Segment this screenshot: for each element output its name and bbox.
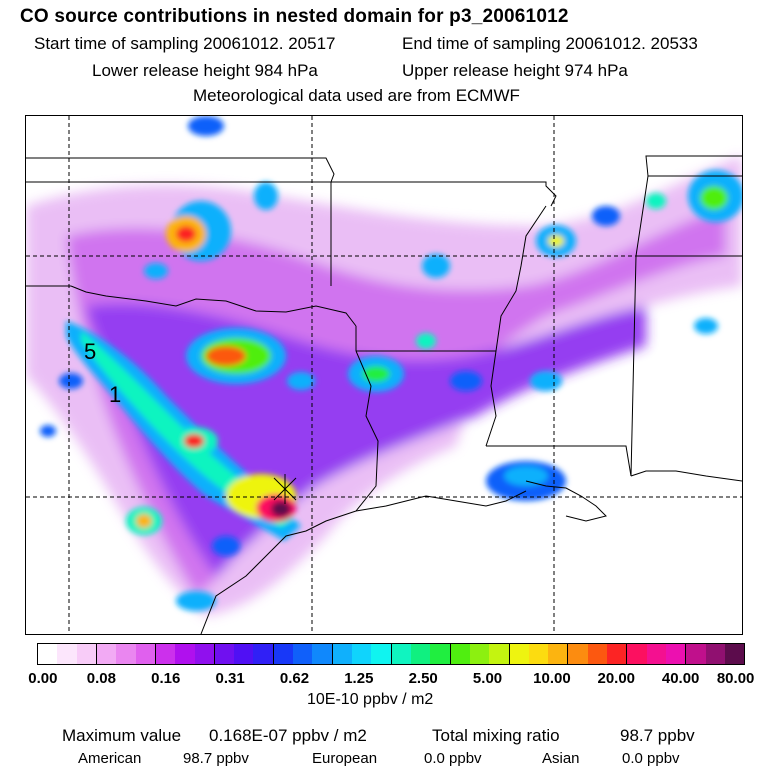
colorbar-tick-label: 0.00 [28, 670, 58, 687]
colorbar-segment [116, 644, 136, 664]
colorbar-segment [646, 644, 666, 664]
colorbar-segment [449, 644, 470, 664]
colorbar-segment [705, 644, 725, 664]
colorbar-segment [685, 644, 706, 664]
contribution-value-european: 0.0 ppbv [424, 750, 482, 767]
colorbar-segment [352, 644, 372, 664]
colorbar-segment [194, 644, 214, 664]
colorbar-segment [371, 644, 391, 664]
colorbar-segment [154, 644, 176, 664]
colorbar-tick-label: 10.00 [533, 670, 571, 687]
total-mixing-ratio-value: 98.7 ppbv [620, 726, 695, 745]
colorbar-tick-label: 0.16 [151, 670, 181, 687]
colorbar-segment [666, 644, 686, 664]
colorbar-segment [567, 644, 588, 664]
colorbar-tick-label: 80.00 [716, 670, 755, 687]
colorbar-segment [234, 644, 254, 664]
colorbar-segment [587, 644, 608, 664]
colorbar-segment [213, 644, 235, 664]
colorbar-segment [489, 644, 509, 664]
plot-title: CO source contributions in nested domain… [20, 6, 569, 27]
colorbar-segment [76, 644, 96, 664]
colorbar-segment [410, 644, 431, 664]
colorbar-segment [38, 644, 58, 664]
colorbar-units: 10E-10 ppbv / m2 [307, 691, 434, 708]
trajectory-label-1: 1 [109, 382, 121, 407]
trajectory-label-5: 5 [84, 339, 96, 364]
colorbar-segment [272, 644, 294, 664]
lower-release-label: Lower release height 984 hPa [92, 61, 318, 80]
boundaries [26, 155, 742, 634]
map-canvas: 5 1 [26, 116, 742, 634]
colorbar-tick-label: 2.50 [408, 670, 438, 687]
colorbar-segment [135, 644, 155, 664]
colorbar-segment [253, 644, 273, 664]
colorbar-segment [331, 644, 352, 664]
colorbar-segment [312, 644, 332, 664]
colorbar-tick-label: 40.00 [661, 670, 700, 687]
upper-release-label: Upper release height 974 hPa [402, 61, 628, 80]
contribution-name-asian: Asian [542, 750, 580, 767]
contribution-map: 5 1 [25, 115, 743, 635]
colorbar-segment [57, 644, 77, 664]
contribution-name-american: American [78, 750, 142, 767]
colorbar-segment [293, 644, 313, 664]
colorbar-tick-label: 0.08 [86, 670, 116, 687]
colorbar-segment [508, 644, 529, 664]
colorbar-segment [528, 644, 549, 664]
colorbar-tick-label: 0.62 [279, 670, 310, 687]
contribution-value-asian: 0.0 ppbv [622, 750, 680, 767]
colorbar-segment [175, 644, 195, 664]
contribution-value-american: 98.7 ppbv [183, 750, 249, 767]
colorbar-tick-label: 1.25 [344, 670, 374, 687]
colorbar-segment [548, 644, 568, 664]
colorbar-segment [430, 644, 450, 664]
colorbar-segment [469, 644, 490, 664]
colorbar-tick-label: 5.00 [472, 670, 503, 687]
max-value-label: Maximum value [62, 726, 182, 745]
colorbar-tick-label: 0.31 [215, 670, 245, 687]
colorbar-segment [607, 644, 627, 664]
colorbar-segment [95, 644, 117, 664]
total-mixing-ratio-label: Total mixing ratio [432, 726, 560, 745]
end-time-label: End time of sampling 20061012. 20533 [402, 34, 698, 53]
contribution-name-european: European [312, 750, 378, 767]
release-point-marker [273, 474, 297, 504]
colorbar-segment [626, 644, 647, 664]
colorbar-tick-label: 20.00 [597, 670, 636, 687]
colorbar-segment [724, 644, 745, 664]
colorbar [37, 643, 745, 665]
met-data-label: Meteorological data used are from ECMWF [193, 86, 520, 105]
colorbar-segment [390, 644, 411, 664]
start-time-label: Start time of sampling 20061012. 20517 [34, 34, 336, 53]
max-value: 0.168E-07 ppbv / m2 [209, 726, 367, 745]
grid-lines [26, 116, 742, 634]
